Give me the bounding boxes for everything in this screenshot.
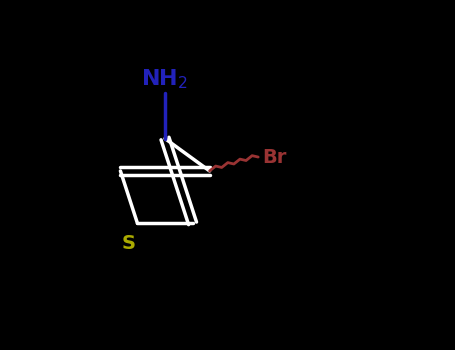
- Text: NH$_2$: NH$_2$: [142, 67, 188, 91]
- Text: Br: Br: [263, 148, 287, 167]
- Text: S: S: [122, 234, 136, 253]
